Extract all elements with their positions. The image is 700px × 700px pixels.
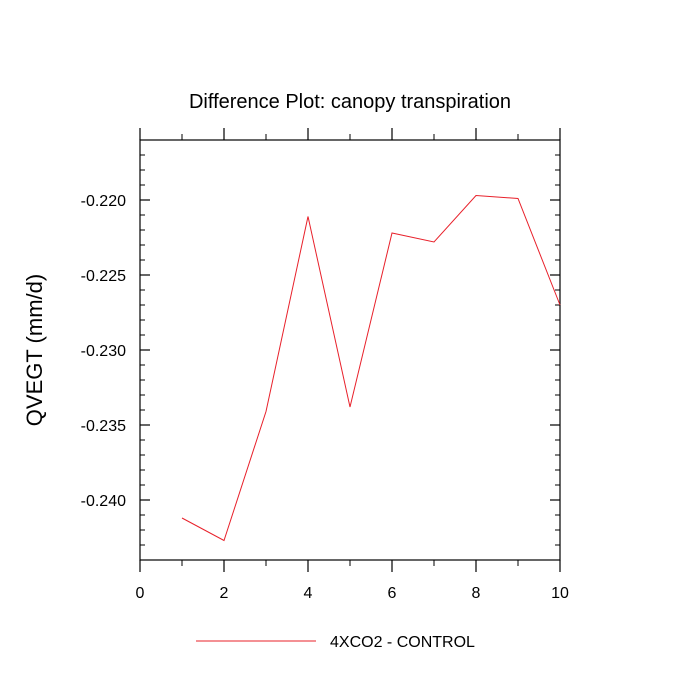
x-tick-label: 8 — [472, 585, 481, 602]
x-tick-label: 0 — [136, 585, 145, 602]
plot-frame — [139, 139, 561, 561]
series-layer — [181, 194, 561, 542]
x-tick-label: 4 — [304, 585, 313, 602]
legend: 4XCO2 - CONTROL — [196, 634, 475, 651]
y-axis-label: QVEGT (mm/d) — [22, 274, 47, 426]
x-tick-label: 10 — [551, 585, 569, 602]
y-tick-label: -0.220 — [81, 193, 126, 210]
y-tick-label: -0.240 — [81, 493, 126, 510]
x-tick-label: 2 — [220, 585, 229, 602]
chart-title: Difference Plot: canopy transpiration — [189, 91, 511, 113]
y-tick-label: -0.235 — [81, 418, 126, 435]
y-tick-label: -0.225 — [81, 268, 126, 285]
tick-labels: 0 2 4 6 8 10 -0.220 -0.225 -0.230 -0.235 -0.240 — [81, 193, 569, 602]
legend-label: 4XCO2 - CONTROL — [330, 634, 475, 651]
series-line — [181, 194, 561, 542]
y-tick-label: -0.230 — [81, 343, 126, 360]
axis-ticks — [139, 128, 561, 572]
x-tick-label: 6 — [388, 585, 397, 602]
